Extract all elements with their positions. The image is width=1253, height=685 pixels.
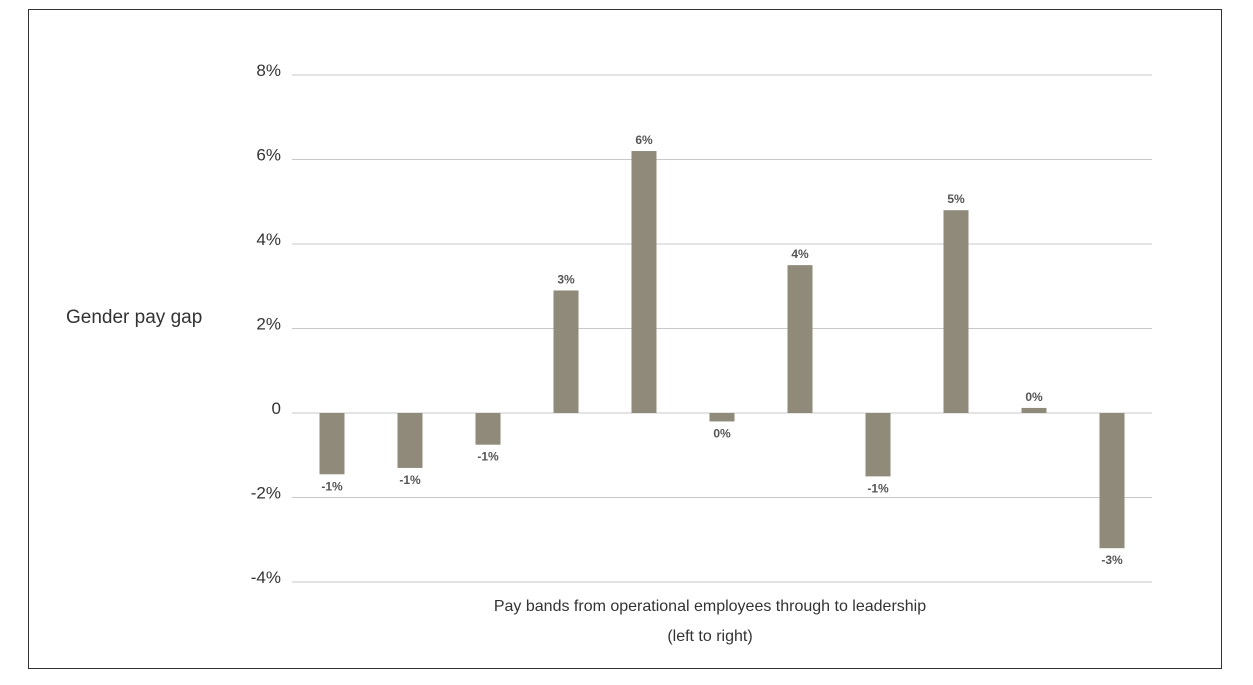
bar-5 [631, 151, 657, 414]
y-tick-label: -2% [251, 484, 281, 503]
bar-10 [1021, 407, 1047, 413]
bar-6-label: 0% [713, 426, 731, 440]
bar-8 [865, 413, 891, 477]
bars [319, 151, 1125, 549]
bar-1-label: -1% [321, 479, 343, 493]
bar-5-label: 6% [635, 133, 653, 147]
gridlines [292, 74, 1152, 583]
bar-3 [475, 413, 501, 445]
bar-11-label: -3% [1101, 553, 1123, 567]
bar-6 [709, 413, 735, 422]
y-tick-label: 2% [256, 315, 281, 334]
bar-7-label: 4% [791, 247, 809, 261]
bar-1 [319, 413, 345, 475]
chart-frame [28, 9, 1222, 669]
y-axis-ticks: 8% 6% 4% 2% 0 -2% -4% [251, 61, 281, 587]
bar-7 [787, 265, 813, 413]
bar-4 [553, 290, 579, 413]
bar-4-label: 3% [557, 272, 575, 286]
y-tick-label: 8% [256, 61, 281, 80]
y-axis-label: Gender pay gap [66, 307, 202, 328]
bar-8-label: -1% [867, 481, 889, 495]
x-axis-label-line-2: (left to right) [667, 628, 752, 645]
y-tick-label: 4% [256, 230, 281, 249]
bar-9 [943, 210, 969, 413]
y-tick-label: 6% [256, 146, 281, 165]
bar-2 [397, 413, 423, 468]
bar-10-label: 0% [1025, 390, 1043, 404]
y-tick-label: -4% [251, 568, 281, 587]
y-tick-label: 0 [272, 399, 281, 418]
data-labels: -1% -1% -1% 3% 6% 0% 4% -1% 5% 0% -3% [321, 133, 1123, 567]
bar-9-label: 5% [947, 192, 965, 206]
bar-11 [1099, 413, 1125, 549]
bar-2-label: -1% [399, 473, 421, 487]
x-axis-label-line-1: Pay bands from operational employees thr… [494, 598, 926, 615]
bar-3-label: -1% [477, 450, 499, 464]
